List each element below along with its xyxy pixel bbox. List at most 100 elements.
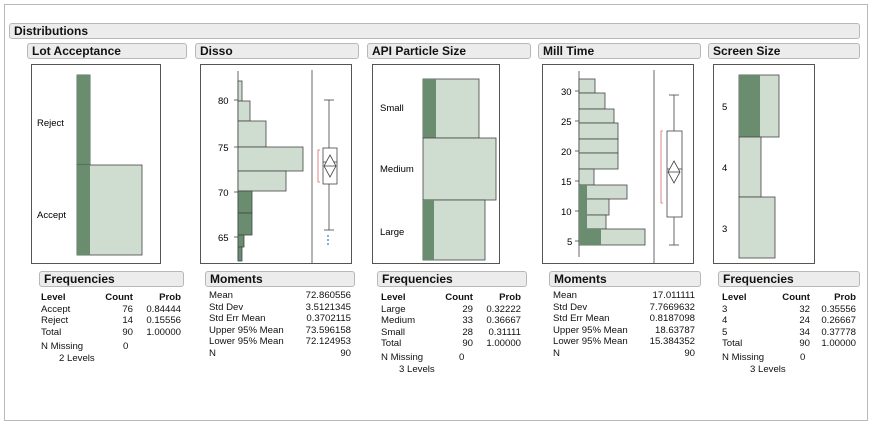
cell: N — [553, 347, 560, 359]
hist-bar — [237, 246, 243, 262]
table-row: Std Dev 7.7669632 — [553, 302, 695, 314]
cell: Std Dev — [209, 301, 244, 313]
hist-bar — [237, 234, 245, 248]
cell: 0.31111 — [488, 326, 521, 338]
bar-accept-selected — [77, 165, 90, 255]
hist-bar — [578, 78, 596, 94]
cell: 34 — [799, 326, 810, 338]
panel-title-mill-time[interactable]: Mill Time — [538, 43, 701, 59]
disso-chart: 80 75 70 65 — [218, 70, 338, 263]
cell: 18.63787 — [654, 324, 695, 336]
api-particle-size-plot: Small Medium Large — [372, 64, 500, 264]
table-row: Std Err Mean 0.3702115 — [209, 313, 351, 325]
lot-frequencies-header[interactable]: Frequencies — [39, 271, 184, 287]
disso-moments-header[interactable]: Moments — [205, 271, 355, 287]
table-row: Lower 95% Mean 72.124953 — [209, 336, 351, 348]
col-prob: Prob — [499, 292, 521, 303]
table-row: Mean 72.860556 — [209, 290, 351, 302]
table-row: Total 90 1.00000 — [381, 338, 521, 350]
api-particle-size-chart: Small Medium Large — [380, 78, 497, 261]
tick-label: 5 — [567, 237, 572, 248]
cell: 0.35556 — [821, 303, 856, 315]
level-label-medium: Medium — [380, 164, 414, 175]
table-row: Std Dev 3.5121345 — [209, 302, 351, 314]
tick-label: 10 — [561, 207, 572, 218]
cell: 72.860556 — [305, 290, 351, 301]
cell: Total — [41, 326, 62, 338]
cell: 7.7669632 — [649, 301, 695, 313]
col-prob: Prob — [159, 292, 181, 303]
mill-moments-table: Mean 17.011111 Std Dev 7.7669632 Std Err M… — [553, 290, 695, 360]
tick-label: 20 — [561, 147, 572, 158]
table-row: Total 90 1.00000 — [41, 327, 181, 339]
panel-title-api-particle-size[interactable]: API Particle Size — [367, 43, 531, 59]
api-frequencies-header[interactable]: Frequencies — [377, 271, 527, 287]
cell: 90 — [799, 338, 810, 350]
cell: 32 — [799, 303, 810, 315]
level-label-accept: Accept — [37, 210, 66, 221]
cell: 0.3702115 — [306, 313, 351, 325]
table-row: Reject 14 0.15556 — [41, 315, 181, 327]
cell: Mean — [553, 290, 577, 301]
tick-label: 75 — [218, 143, 229, 154]
cell: Upper 95% Mean — [209, 324, 284, 336]
disso-boxplot — [317, 99, 338, 245]
hist-bar — [237, 212, 253, 236]
report-title[interactable]: Distributions — [9, 23, 860, 39]
cell: Upper 95% Mean — [553, 324, 628, 336]
hist-bar — [578, 168, 595, 186]
cell: Total — [381, 338, 402, 350]
screen-frequencies-header[interactable]: Frequencies — [718, 271, 860, 287]
missing-value: 0 — [459, 351, 465, 363]
level-label-small: Small — [380, 103, 404, 114]
table-row: Lower 95% Mean 15.384352 — [553, 336, 695, 348]
cell: Large — [381, 303, 406, 315]
bar-small-selected — [423, 79, 436, 138]
hist-bar — [237, 120, 267, 148]
mill-time-chart: 30 25 20 15 10 5 — [561, 70, 683, 263]
lot-acceptance-chart: Reject Accept — [37, 74, 143, 256]
tick-label: 25 — [561, 117, 572, 128]
table-row: 5 34 0.37778 — [722, 327, 856, 339]
table-row: Total 90 1.00000 — [722, 338, 856, 350]
bar-large-selected — [423, 200, 434, 260]
distributions-report: Distributions Lot Acceptance Reject Acce… — [4, 4, 868, 421]
panel-title-disso[interactable]: Disso — [195, 43, 359, 59]
table-row: Mean 17.011111 — [553, 290, 695, 302]
disso-moments-table: Mean 72.860556 Std Dev 3.5121345 Std Err M… — [209, 290, 351, 360]
cell: 72.124953 — [305, 336, 351, 348]
hist-bar — [578, 122, 619, 140]
cell: Lower 95% Mean — [553, 336, 628, 348]
cell: N — [209, 347, 216, 359]
cell: 90 — [684, 347, 695, 359]
hist-bar-selected — [587, 229, 601, 245]
table-row: Large 29 0.32222 — [381, 304, 521, 316]
cell: 90 — [462, 338, 473, 350]
cell: 0.8187098 — [649, 313, 695, 325]
table-row: 4 24 0.26667 — [722, 315, 856, 327]
col-level: Level — [381, 292, 406, 303]
panel-title-screen-size[interactable]: Screen Size — [708, 43, 860, 59]
cell: 76 — [122, 303, 133, 315]
col-prob: Prob — [834, 292, 856, 303]
table-row: Medium 33 0.36667 — [381, 315, 521, 327]
cell: Medium — [381, 315, 416, 327]
col-level: Level — [41, 292, 66, 303]
tick-label: 30 — [561, 87, 572, 98]
cell: 0.37778 — [821, 326, 856, 338]
cell: 28 — [462, 326, 473, 338]
table-row: N 90 — [553, 348, 695, 360]
disso-plot: 80 75 70 65 — [200, 64, 352, 264]
panel-title-lot-acceptance[interactable]: Lot Acceptance — [27, 43, 187, 59]
mill-time-histogram — [578, 78, 646, 246]
mill-moments-header[interactable]: Moments — [549, 271, 701, 287]
hist-bar — [578, 152, 619, 170]
cell: 0.15556 — [146, 315, 181, 327]
cell: 0.26667 — [821, 315, 856, 327]
cell: 3 — [722, 303, 728, 315]
cell: 0.84444 — [146, 303, 181, 315]
bar-3-total — [738, 196, 776, 259]
cell: Std Err Mean — [209, 313, 266, 325]
cell: Reject — [41, 315, 69, 327]
levels-count: 3 Levels — [399, 363, 435, 375]
